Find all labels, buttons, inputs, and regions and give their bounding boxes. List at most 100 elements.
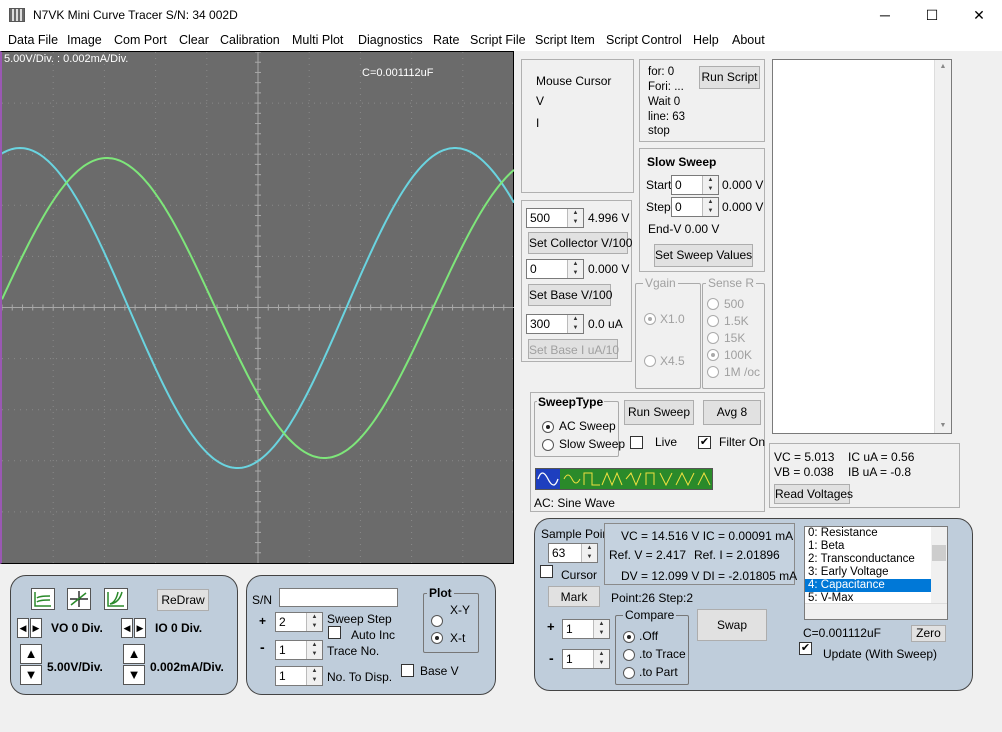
compare-off-radio[interactable] xyxy=(623,631,635,643)
swap-button[interactable]: Swap xyxy=(697,609,767,641)
script-text-area[interactable]: ▲ ▼ xyxy=(772,59,952,434)
menu-diagnostics[interactable]: Diagnostics xyxy=(358,33,423,47)
menu-data-file[interactable]: Data File xyxy=(8,33,59,47)
model-item-v-max[interactable]: 5: V-Max xyxy=(808,592,854,604)
update-checkbox[interactable]: ✔ xyxy=(799,642,812,655)
plus-spinner[interactable]: 1 ▲ ▼ xyxy=(562,619,610,639)
menu-image[interactable]: Image xyxy=(67,33,102,47)
sense-15k-radio[interactable] xyxy=(707,332,719,344)
sample-point-arrows[interactable]: ▲ ▼ xyxy=(581,544,597,562)
plus-arrows[interactable]: ▲ ▼ xyxy=(593,620,609,638)
ac-sweep-radio[interactable] xyxy=(542,421,554,433)
menu-rate[interactable]: Rate xyxy=(433,33,460,47)
menu-calibration[interactable]: Calibration xyxy=(220,33,280,47)
vgain-x1-radio[interactable] xyxy=(644,313,656,325)
vgain-x45-radio[interactable] xyxy=(644,355,656,367)
run-script-button[interactable]: Run Script xyxy=(699,66,760,89)
model-item-resistance[interactable]: 0: Resistance xyxy=(808,527,878,539)
set-sweep-values-button[interactable]: Set Sweep Values xyxy=(654,244,753,267)
auto-inc-checkbox[interactable] xyxy=(328,626,341,639)
maximize-button[interactable]: ☐ xyxy=(925,7,939,23)
close-button[interactable]: ✕ xyxy=(973,7,985,23)
menu-com-port[interactable]: Com Port xyxy=(114,33,167,47)
io-right-arrow[interactable]: ▶ xyxy=(134,618,146,638)
waveform-selector[interactable] xyxy=(535,468,713,490)
script-scrollbar[interactable]: ▲ ▼ xyxy=(934,60,951,433)
model-list-hscroll[interactable] xyxy=(805,603,947,619)
vo-right-arrow[interactable]: ▶ xyxy=(30,618,42,638)
zero-button[interactable]: Zero xyxy=(911,625,946,642)
compare-trace-radio[interactable] xyxy=(623,649,635,661)
start-spin-arrows[interactable]: ▲ ▼ xyxy=(702,176,718,194)
menu-script-item[interactable]: Script Item xyxy=(535,33,595,47)
start-spinner[interactable]: 0 ▲ ▼ xyxy=(671,175,719,195)
scope-display[interactable]: 5.00V/Div. : 0.002mA/Div. C=0.001112uF xyxy=(0,51,514,564)
model-item-beta[interactable]: 1: Beta xyxy=(808,540,845,552)
sample-point-spinner[interactable]: 63 ▲ ▼ xyxy=(548,543,598,563)
scroll-down-arrow[interactable]: ▼ xyxy=(939,422,947,429)
sweep-step-spinner[interactable]: 2 ▲ ▼ xyxy=(275,612,323,632)
filter-checkbox[interactable]: ✔ xyxy=(698,436,711,449)
model-list-thumb[interactable] xyxy=(932,545,946,561)
mark-button[interactable]: Mark xyxy=(548,586,600,607)
sense-1-5k-radio[interactable] xyxy=(707,315,719,327)
base-spinner[interactable]: 0 ▲ ▼ xyxy=(526,259,584,279)
vscale-down-arrow[interactable]: ▼ xyxy=(20,665,42,685)
scroll-up-arrow[interactable]: ▲ xyxy=(939,63,947,70)
step-spin-arrows[interactable]: ▲ ▼ xyxy=(702,198,718,216)
io-left-arrow[interactable]: ◀ xyxy=(121,618,133,638)
vo-left-arrow[interactable]: ◀ xyxy=(17,618,29,638)
sense-500-radio[interactable] xyxy=(707,298,719,310)
read-voltages-button[interactable]: Read Voltages xyxy=(774,484,853,504)
no-disp-arrows[interactable]: ▲ ▼ xyxy=(306,667,322,685)
sweep-step-arrows[interactable]: ▲ ▼ xyxy=(306,613,322,631)
set-base-i-button[interactable]: Set Base I uA/10 xyxy=(528,339,619,359)
minus-arrows[interactable]: ▲ ▼ xyxy=(593,650,609,668)
base-spin-arrows[interactable]: ▲ ▼ xyxy=(567,260,583,278)
live-checkbox[interactable] xyxy=(630,436,643,449)
iscale-up-arrow[interactable]: ▲ xyxy=(123,644,145,664)
model-item-early-voltage[interactable]: 3: Early Voltage xyxy=(808,566,889,578)
sense-100k-radio[interactable] xyxy=(707,349,719,361)
compare-part-radio[interactable] xyxy=(623,667,635,679)
set-collector-button[interactable]: Set Collector V/100 xyxy=(528,232,632,254)
vscale-up-arrow[interactable]: ▲ xyxy=(20,644,42,664)
mouse-cursor-panel: Mouse Cursor V I xyxy=(521,59,634,193)
diode-curve-icon[interactable] xyxy=(104,588,128,610)
plot-xt-radio[interactable] xyxy=(431,632,443,644)
menu-multi-plot[interactable]: Multi Plot xyxy=(292,33,344,47)
no-disp-spinner[interactable]: 1 ▲ ▼ xyxy=(275,666,323,686)
model-list-vscroll[interactable] xyxy=(931,527,947,603)
model-list[interactable]: 0: Resistance 1: Beta 2: Transconductanc… xyxy=(804,526,948,620)
avg-button[interactable]: Avg 8 xyxy=(703,400,761,425)
base-i-spinner[interactable]: 300 ▲ ▼ xyxy=(526,314,584,334)
curve-mode-icon[interactable] xyxy=(31,588,55,610)
redraw-button[interactable]: ReDraw xyxy=(157,589,209,611)
model-item-capacitance[interactable]: 4: Capacitance xyxy=(805,579,947,592)
base-v-checkbox[interactable] xyxy=(401,664,414,677)
plot-xy-radio[interactable] xyxy=(431,615,443,627)
readout-box: VC = 14.516 V IC = 0.00091 mA Ref. V = 2… xyxy=(604,523,797,585)
menu-help[interactable]: Help xyxy=(693,33,719,47)
minus-spinner[interactable]: 1 ▲ ▼ xyxy=(562,649,610,669)
menu-script-file[interactable]: Script File xyxy=(470,33,526,47)
menu-script-control[interactable]: Script Control xyxy=(606,33,682,47)
base-i-spin-arrows[interactable]: ▲ ▼ xyxy=(567,315,583,333)
menu-clear[interactable]: Clear xyxy=(179,33,209,47)
collector-spinner[interactable]: 500 ▲ ▼ xyxy=(526,208,584,228)
menu-about[interactable]: About xyxy=(732,33,765,47)
run-sweep-button[interactable]: Run Sweep xyxy=(624,400,694,425)
cursor-checkbox[interactable] xyxy=(540,565,553,578)
collector-spin-arrows[interactable]: ▲ ▼ xyxy=(567,209,583,227)
sn-input[interactable] xyxy=(279,588,398,607)
model-item-transconductance[interactable]: 2: Transconductance xyxy=(808,553,915,565)
crosshair-icon[interactable] xyxy=(67,588,91,610)
set-base-button[interactable]: Set Base V/100 xyxy=(528,284,612,306)
step-spinner[interactable]: 0 ▲ ▼ xyxy=(671,197,719,217)
minimize-button[interactable]: ─ xyxy=(880,7,890,23)
iscale-down-arrow[interactable]: ▼ xyxy=(123,665,145,685)
trace-no-arrows[interactable]: ▲ ▼ xyxy=(306,641,322,659)
slow-sweep-radio[interactable] xyxy=(542,439,554,451)
trace-no-spinner[interactable]: 1 ▲ ▼ xyxy=(275,640,323,660)
sense-1m-radio[interactable] xyxy=(707,366,719,378)
